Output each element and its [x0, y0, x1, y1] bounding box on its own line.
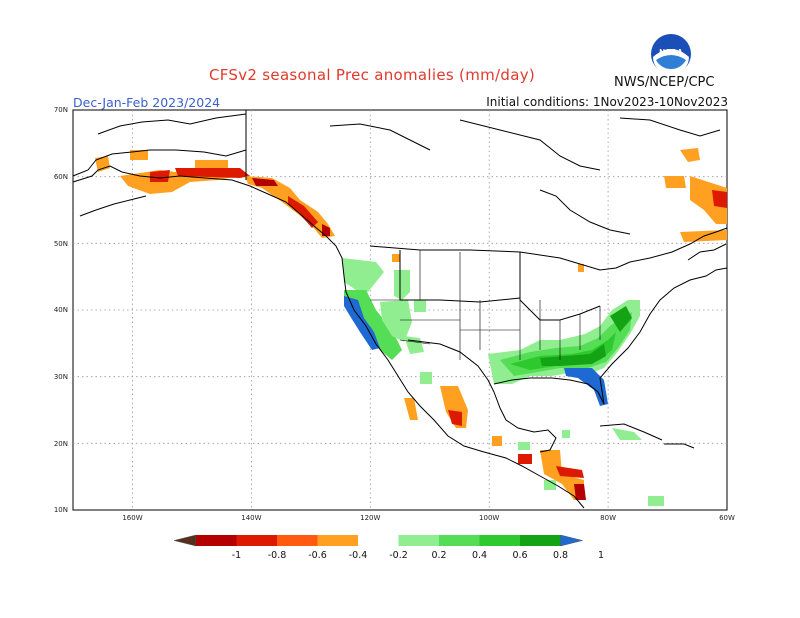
colorbar-label: 1	[598, 550, 604, 561]
lat-label: 10N	[54, 506, 68, 514]
colorbar-label: -1	[232, 550, 241, 561]
lon-label: 140W	[241, 514, 261, 522]
chart-title: CFSv2 seasonal Prec anomalies (mm/day)	[208, 66, 536, 84]
colorbar-label: 0.2	[431, 550, 446, 561]
wet-patch-utah	[414, 300, 426, 312]
colorbar-label: 0.6	[512, 550, 527, 561]
dry-patch-baja	[404, 398, 418, 420]
dry-patch-bc-darkred	[252, 178, 278, 186]
lon-label: 160W	[122, 514, 142, 522]
colorbar-swatch	[277, 535, 318, 546]
dry-patch-labrador3	[690, 176, 727, 224]
wet-patch-carolinas-dark	[610, 306, 632, 332]
lat-label: 50N	[54, 240, 68, 248]
dry-patch-panama-dark	[574, 484, 586, 500]
colorbar-label: -0.8	[268, 550, 287, 561]
wet-patch-nevada	[380, 300, 412, 342]
dry-patch-michigan	[578, 264, 584, 272]
wet-max-california	[344, 296, 380, 350]
dry-patch-alaska-north	[130, 150, 148, 160]
initial-conditions-label: Initial conditions: 1Nov2023-10Nov2023	[486, 95, 728, 109]
colorbar-swatch	[317, 535, 358, 546]
dry-patch-gulf-of-alaska	[175, 168, 250, 178]
colorbar-swatch	[479, 535, 520, 546]
lon-label: 80W	[600, 514, 616, 522]
colorbar-label: 0.8	[553, 550, 568, 561]
colorbar-swatch	[236, 535, 277, 546]
dry-patch-alaska-red1	[150, 170, 170, 182]
colorbar: -1 -0.8 -0.6 -0.4 -0.2 0.2 0.4 0.6 0.8 1	[173, 534, 604, 561]
colorbar-end-right	[560, 534, 583, 547]
lat-label: 60N	[54, 173, 68, 181]
lat-label: 30N	[54, 373, 68, 381]
lon-label: 60W	[719, 514, 735, 522]
colorbar-label: -0.6	[308, 550, 327, 561]
dry-patch-idaho	[392, 254, 400, 262]
wet-patch-cuba	[612, 428, 642, 440]
colorbar-label: -0.2	[389, 550, 408, 561]
wet-patch-yucatan	[518, 442, 530, 450]
dry-patch-alaska-central	[195, 160, 228, 168]
wet-patch-caribbean1	[562, 430, 570, 438]
dry-patch-bc-red	[288, 196, 318, 228]
dry-patch-labrador1	[680, 148, 700, 162]
lon-labels: 160W 140W 120W 100W 80W 60W	[122, 514, 735, 522]
lon-label: 100W	[479, 514, 499, 522]
colorbar-label: 0.4	[472, 550, 487, 561]
dry-patch-labrador-red	[712, 190, 727, 208]
dry-patch-central-america-red	[556, 466, 584, 478]
colorbar-swatch	[439, 535, 480, 546]
state-borders	[370, 250, 601, 360]
dry-patch-mexico-south	[492, 436, 502, 446]
wet-patch-caribbean2	[544, 480, 556, 490]
anomaly-shading	[95, 148, 727, 506]
colorbar-swatch	[398, 535, 439, 546]
wet-patch-sonora	[420, 372, 432, 384]
dry-patch-yucatan-red	[518, 454, 532, 464]
coastlines	[72, 110, 728, 509]
noaa-logo-icon: NOAA	[651, 34, 691, 75]
logo-text: NOAA	[659, 48, 683, 57]
wet-patch-idaho	[394, 270, 410, 300]
agency-label: NWS/NCEP/CPC	[614, 75, 715, 90]
lat-label: 70N	[54, 106, 68, 114]
colorbar-label: -0.4	[349, 550, 368, 561]
wet-patch-venezuela	[648, 496, 664, 506]
lat-labels: 70N 60N 50N 40N 30N 20N 10N	[54, 106, 68, 514]
colorbar-swatch	[196, 535, 237, 546]
lon-label: 120W	[360, 514, 380, 522]
colorbar-swatch	[520, 535, 561, 546]
lat-label: 40N	[54, 306, 68, 314]
dry-patch-bc-dark2	[322, 224, 330, 236]
wet-patch-oregon	[342, 258, 384, 292]
colorbar-end-left	[173, 534, 197, 547]
colorbar-swatch	[358, 535, 399, 546]
lat-label: 20N	[54, 440, 68, 448]
wet-patch-gulf-coast-dark	[540, 344, 606, 366]
wet-max-florida	[564, 368, 608, 406]
dry-patch-alaska-west	[95, 156, 110, 172]
season-label: Dec-Jan-Feb 2023/2024	[73, 95, 221, 110]
dry-patch-mexico-red	[448, 410, 462, 426]
dry-patch-labrador2	[664, 176, 686, 188]
